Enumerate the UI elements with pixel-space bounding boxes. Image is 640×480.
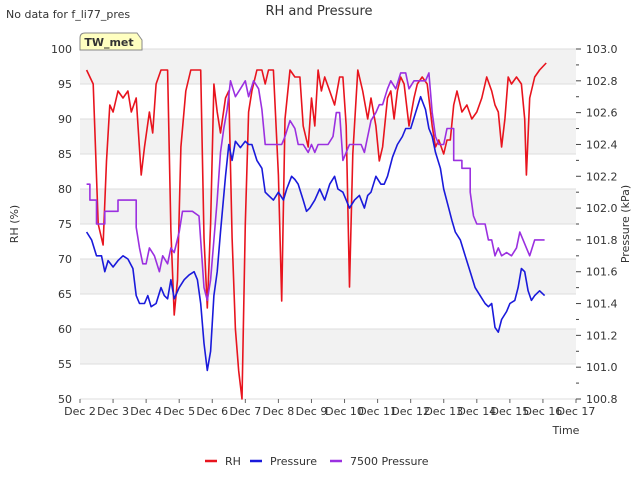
x-axis-label: Time [552,424,580,437]
x-axis: Dec 2 Dec 3 Dec 4 Dec 5 Dec 6 Dec 7 Dec 8 Dec 9… [64,399,595,418]
y-left-tick-label: 50 [58,393,72,406]
x-tick-label: Dec 17 [557,405,596,418]
x-tick-label: Dec 16 [524,405,563,418]
y-right-tick-label: 101.8 [586,234,618,247]
y-left-tick-label: 75 [58,218,72,231]
y-left-tick-label: 55 [58,358,72,371]
y-right-tick-label: 101.2 [586,329,618,342]
y-axis-right-label: Pressure (kPa) [619,185,632,263]
series-line-pressure [85,95,546,372]
y-right-tick-label: 101.4 [586,298,618,311]
y-left-tick-label: 60 [58,323,72,336]
y-right-tick-label: 101.6 [586,266,618,279]
chart-title: RH and Pressure [265,4,372,19]
y-left-tick-label: 100 [51,43,72,56]
y-left-tick-label: 80 [58,183,72,196]
y-axis-right: 100.8 101.0 101.2 101.4 101.6 101.8 102.0 102.2… [576,43,618,406]
y-right-tick-label: 101.0 [586,361,618,374]
x-tick-label: Dec 4 [130,405,162,418]
x-tick-label: Dec 12 [391,405,430,418]
x-tick-label: Dec 2 [64,405,96,418]
plot-band [80,329,576,364]
legend-label: 7500 Pressure [350,455,429,468]
x-tick-label: Dec 10 [325,405,364,418]
x-tick-label: Dec 9 [296,405,328,418]
y-left-tick-label: 85 [58,148,72,161]
badge-label: TW_met [84,36,133,49]
y-right-tick-label: 102.2 [586,170,618,183]
x-tick-label: Dec 13 [424,405,463,418]
y-left-tick-label: 65 [58,288,72,301]
x-tick-label: Dec 11 [358,405,397,418]
legend-label: RH [225,455,241,468]
series-lines [85,62,547,400]
y-right-tick-label: 102.0 [586,202,618,215]
x-tick-label: Dec 8 [263,405,295,418]
x-tick-label: Dec 5 [163,405,195,418]
x-tick-label: Dec 7 [229,405,261,418]
plot-band [80,119,576,154]
x-tick-label: Dec 3 [97,405,129,418]
y-left-tick-label: 95 [58,78,72,91]
x-tick-label: Dec 15 [490,405,529,418]
y-right-tick-label: 102.6 [586,107,618,120]
y-right-tick-label: 100.8 [586,393,618,406]
legend: RH Pressure 7500 Pressure [205,455,429,468]
y-right-tick-label: 102.8 [586,75,618,88]
plot-band [80,259,576,294]
plot-band [80,189,576,224]
no-data-text: No data for f_li77_pres [6,8,130,21]
y-axis-left-label: RH (%) [8,205,21,243]
y-left-tick-label: 90 [58,113,72,126]
y-axis-left: 50 55 60 65 70 75 80 85 90 95 100 [51,43,72,406]
series-line-7500-pressure [86,72,545,302]
legend-label: Pressure [270,455,317,468]
tw-met-badge: TW_met [79,32,143,51]
y-left-tick-label: 70 [58,253,72,266]
x-tick-label: Dec 14 [457,405,496,418]
y-right-tick-label: 103.0 [586,43,618,56]
x-tick-label: Dec 6 [196,405,228,418]
series-line-rh [85,62,547,400]
plot-band [80,49,576,84]
y-right-tick-label: 102.4 [586,138,618,151]
